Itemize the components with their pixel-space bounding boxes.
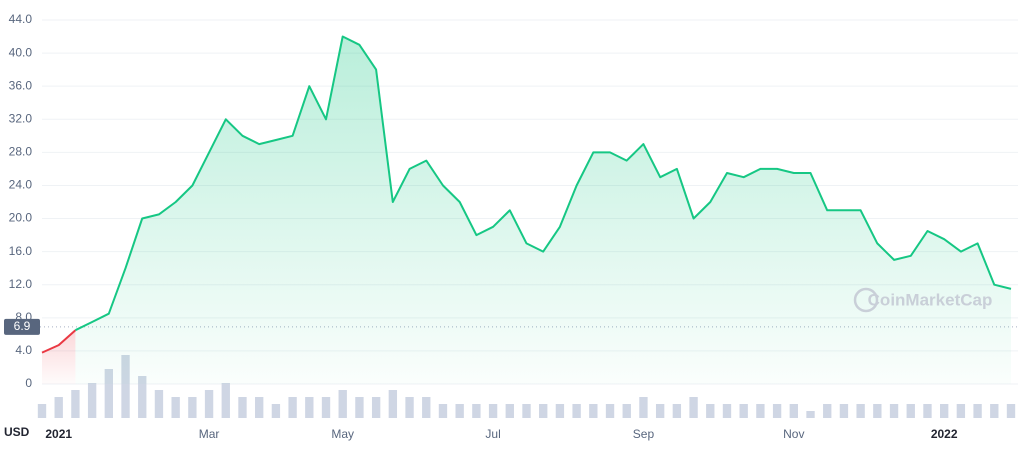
- volume-bar: [388, 390, 398, 418]
- volume-bar: [539, 404, 548, 418]
- volume-bar: [973, 404, 982, 418]
- volume-bar: [271, 404, 281, 418]
- volume-bar: [238, 397, 247, 418]
- volume-bar: [756, 404, 765, 418]
- area: [42, 330, 76, 384]
- volume-bar: [455, 404, 464, 418]
- volume-bar: [906, 404, 915, 418]
- x-tick-label: 2022: [931, 427, 958, 441]
- lines: [41, 35, 1012, 354]
- y-tick-label: 32.0: [9, 111, 33, 125]
- volume-bar: [806, 411, 815, 418]
- volume-bar: [37, 404, 47, 418]
- volume-bar: [154, 390, 164, 418]
- volume-bar: [87, 383, 97, 418]
- watermark-logo: [853, 287, 879, 313]
- volume-bar: [438, 404, 448, 418]
- x-tick-label: Nov: [783, 427, 804, 441]
- watermark: CoinMarketCap: [868, 290, 993, 309]
- volume-bar: [371, 397, 381, 418]
- y-tick-label: 12.0: [9, 277, 33, 291]
- areas: [42, 36, 1011, 384]
- currency: USD: [4, 425, 30, 439]
- volume-bar: [138, 376, 147, 418]
- volume-bar: [321, 397, 331, 418]
- volume-bar: [422, 397, 431, 418]
- x-tick-label: 2021: [45, 427, 72, 441]
- volume-bar: [1006, 404, 1016, 418]
- y-tick-label: 4.0: [15, 343, 32, 357]
- volume-bar: [956, 404, 966, 418]
- volume-bar: [689, 397, 698, 418]
- x-tick-label: May: [331, 427, 354, 441]
- volume-bar: [472, 404, 481, 418]
- volume-bar: [522, 404, 531, 418]
- labels: 04.08.012.016.020.024.028.032.036.040.04…: [4, 12, 958, 441]
- volume-bar: [739, 404, 748, 418]
- volume-bar: [255, 397, 264, 418]
- volume-bar: [171, 397, 180, 418]
- volume-bar: [772, 404, 782, 418]
- price-line: [41, 329, 77, 354]
- volume-bar: [505, 404, 514, 418]
- volume-bar: [204, 390, 214, 418]
- volume-bar: [54, 397, 63, 418]
- volume-bar: [288, 397, 297, 418]
- volume-bar: [104, 369, 114, 418]
- volume-bar: [71, 390, 80, 418]
- volume-bar: [923, 404, 932, 418]
- x-tick-label: Jul: [485, 427, 500, 441]
- volume-bar: [305, 397, 314, 418]
- volume-bar: [589, 404, 598, 418]
- y-tick-label: 44.0: [9, 12, 33, 26]
- y-tick-label: 36.0: [9, 78, 33, 92]
- x-tick-label: Mar: [199, 427, 220, 441]
- volume-bar: [639, 397, 648, 418]
- volume-bar: [488, 404, 498, 418]
- y-tick-label: 40.0: [9, 45, 33, 59]
- y-tick-label: 20.0: [9, 211, 33, 225]
- volume-bar: [823, 404, 832, 418]
- volume-bar: [889, 404, 899, 418]
- volume-bar: [338, 390, 347, 418]
- volume-bar: [221, 383, 230, 418]
- volume-bar: [873, 404, 882, 418]
- volume-bar: [188, 397, 197, 418]
- baseline-label: 6.9: [14, 319, 31, 333]
- volume-bar: [789, 404, 798, 418]
- y-tick-label: 24.0: [9, 178, 33, 192]
- volume-bar: [572, 404, 581, 418]
- area: [75, 36, 1011, 384]
- y-tick-label: 16.0: [9, 244, 33, 258]
- volume-bar: [121, 355, 130, 418]
- y-tick-label: 28.0: [9, 145, 33, 159]
- volume-bar: [605, 404, 615, 418]
- volume-bar: [706, 404, 715, 418]
- volume-bar: [655, 404, 665, 418]
- volume-bar: [722, 404, 732, 418]
- volume-bar: [939, 404, 949, 418]
- volume-bar: [672, 404, 682, 418]
- volume-bar: [355, 397, 364, 418]
- volume: [37, 355, 1016, 418]
- baseline-label-box: [4, 318, 40, 335]
- volume-bar: [856, 404, 865, 418]
- volume-bar: [990, 404, 999, 418]
- volume-bar: [839, 404, 849, 418]
- volume-bar: [555, 404, 565, 418]
- price-line: [74, 35, 1012, 332]
- volume-bar: [405, 397, 414, 418]
- y-tick-label: 0: [25, 376, 32, 390]
- x-tick-label: Sep: [633, 427, 655, 441]
- volume-bar: [622, 404, 631, 418]
